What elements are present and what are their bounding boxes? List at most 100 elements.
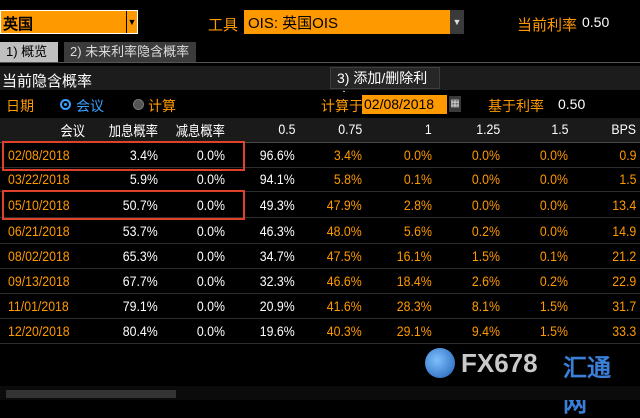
cell-bps: 33.3 <box>612 323 636 339</box>
row-divider <box>0 191 640 192</box>
cell-p125: 9.4% <box>471 323 500 339</box>
cell-hike: 80.4% <box>123 323 158 339</box>
chevron-down-icon[interactable]: ▼ <box>450 10 464 34</box>
cell-date: 12/20/2018 <box>8 323 70 339</box>
cell-hike: 79.1% <box>123 298 158 314</box>
table-row[interactable]: 05/10/2018 50.7% 0.0% 49.3% 47.9% 2.8% 0… <box>0 194 640 218</box>
cell-p150: 0.1% <box>539 248 568 264</box>
cell-p075: 40.3% <box>327 323 362 339</box>
table-header: 会议 加息概率 减息概率 0.5 0.75 1 1.25 1.5 BPS <box>0 118 640 143</box>
meeting-radio[interactable] <box>60 99 71 110</box>
table-row[interactable]: 12/20/2018 80.4% 0.0% 19.6% 40.3% 29.1% … <box>0 320 640 344</box>
cell-p150: 0.2% <box>539 273 568 289</box>
cell-bps: 21.2 <box>612 248 636 264</box>
cell-cut: 0.0% <box>196 248 225 264</box>
cell-date: 11/01/2018 <box>8 298 69 314</box>
header-0-75: 0.75 <box>338 121 362 137</box>
highlight-box <box>2 190 245 220</box>
table-row[interactable]: 08/02/2018 65.3% 0.0% 34.7% 47.5% 16.1% … <box>0 245 640 269</box>
cell-p125: 0.0% <box>471 171 500 187</box>
cell-bps: 31.7 <box>612 298 636 314</box>
cell-bps: 1.5 <box>618 171 636 187</box>
cell-p125: 2.6% <box>471 273 500 289</box>
current-rate-value: 0.50 <box>582 14 610 30</box>
calc-date-field[interactable]: 02/08/2018 <box>362 95 447 114</box>
cell-p075: 47.9% <box>327 197 362 213</box>
cell-p050: 32.3% <box>260 273 295 289</box>
row-divider <box>0 268 640 269</box>
table-row[interactable]: 03/22/2018 5.9% 0.0% 94.1% 5.8% 0.1% 0.0… <box>0 168 640 192</box>
cell-bps: 14.9 <box>612 223 636 239</box>
header-1: 1 <box>425 121 432 137</box>
table-row[interactable]: 06/21/2018 53.7% 0.0% 46.3% 48.0% 5.6% 0… <box>0 220 640 244</box>
header-hike-prob: 加息概率 <box>108 123 158 139</box>
cell-p125: 0.0% <box>471 147 500 163</box>
cell-p100: 28.3% <box>397 298 432 314</box>
cell-p075: 48.0% <box>327 223 362 239</box>
cell-date: 08/02/2018 <box>8 248 70 264</box>
base-rate-label: 基于利率 <box>488 98 544 114</box>
table-row[interactable]: 11/01/2018 79.1% 0.0% 20.9% 41.6% 28.3% … <box>0 295 640 319</box>
cell-p050: 34.7% <box>260 248 295 264</box>
tool-value: OIS: 英国OIS <box>248 15 339 32</box>
cell-p050: 46.3% <box>260 223 295 239</box>
cell-p075: 5.8% <box>333 171 362 187</box>
row-divider <box>0 343 640 344</box>
header-cut-prob: 减息概率 <box>175 123 225 139</box>
section-header: 当前隐含概率 3) 添加/删除利率 ▾ <box>0 66 640 106</box>
cell-p150: 0.0% <box>539 171 568 187</box>
cell-cut: 0.0% <box>196 171 225 187</box>
row-divider <box>0 167 640 168</box>
tab-strip: 1) 概览 2) 未来利率隐含概率 <box>0 40 640 63</box>
watermark-logo-icon <box>425 348 455 378</box>
cell-cut: 0.0% <box>196 147 225 163</box>
cell-p100: 5.6% <box>403 223 432 239</box>
cell-p050: 94.1% <box>260 171 295 187</box>
bottom-strip <box>0 386 640 400</box>
cell-cut: 0.0% <box>196 323 225 339</box>
cell-hike: 50.7% <box>123 197 158 213</box>
watermark-cn: 汇通网 <box>563 355 611 417</box>
tab-future-implied-probability[interactable]: 2) 未来利率隐含概率 <box>64 42 196 62</box>
cell-p050: 20.9% <box>260 298 295 314</box>
country-dropdown[interactable]: 英国 ▼ <box>0 10 138 34</box>
calc-radio[interactable] <box>133 99 144 110</box>
chevron-down-icon[interactable]: ▼ <box>126 11 137 33</box>
cell-p100: 29.1% <box>397 323 432 339</box>
calendar-icon[interactable]: ▦ <box>449 96 461 112</box>
cell-hike: 3.4% <box>129 147 158 163</box>
cell-date: 05/10/2018 <box>8 197 70 213</box>
highlight-box <box>2 141 245 171</box>
row-divider <box>0 243 640 244</box>
cell-cut: 0.0% <box>196 273 225 289</box>
tool-dropdown[interactable]: OIS: 英国OIS ▼ <box>244 10 464 34</box>
cell-p075: 47.5% <box>327 248 362 264</box>
cell-cut: 0.0% <box>196 298 225 314</box>
row-divider <box>0 217 640 218</box>
header-0-5: 0.5 <box>277 121 295 137</box>
cell-p075: 3.4% <box>333 147 362 163</box>
meeting-radio-label[interactable]: 会议 <box>76 98 104 114</box>
table-row[interactable]: 09/13/2018 67.7% 0.0% 32.3% 46.6% 18.4% … <box>0 270 640 294</box>
date-label: 日期 <box>6 98 34 114</box>
cell-p150: 0.0% <box>539 147 568 163</box>
header-1-25: 1.25 <box>476 121 500 137</box>
cell-hike: 53.7% <box>123 223 158 239</box>
tab-overview[interactable]: 1) 概览 <box>0 42 58 62</box>
cell-p050: 96.6% <box>260 147 295 163</box>
options-bar: 日期 会议 计算 计算于 02/08/2018 ▦ 基于利率 0.50 <box>0 92 640 116</box>
calc-radio-label[interactable]: 计算 <box>148 98 176 114</box>
cell-date: 03/22/2018 <box>8 171 70 187</box>
cell-p100: 2.8% <box>403 197 432 213</box>
cell-p100: 0.0% <box>403 147 432 163</box>
cell-p150: 0.0% <box>539 197 568 213</box>
cell-bps: 13.4 <box>612 197 636 213</box>
cell-p075: 41.6% <box>327 298 362 314</box>
table-row[interactable]: 02/08/2018 3.4% 0.0% 96.6% 3.4% 0.0% 0.0… <box>0 144 640 168</box>
add-remove-rate-button[interactable]: 3) 添加/删除利率 ▾ <box>330 67 440 106</box>
bottom-bar <box>6 390 176 398</box>
row-divider <box>0 293 640 294</box>
cell-p125: 0.0% <box>471 197 500 213</box>
cell-p075: 46.6% <box>327 273 362 289</box>
watermark-text: FX678 <box>461 348 538 378</box>
